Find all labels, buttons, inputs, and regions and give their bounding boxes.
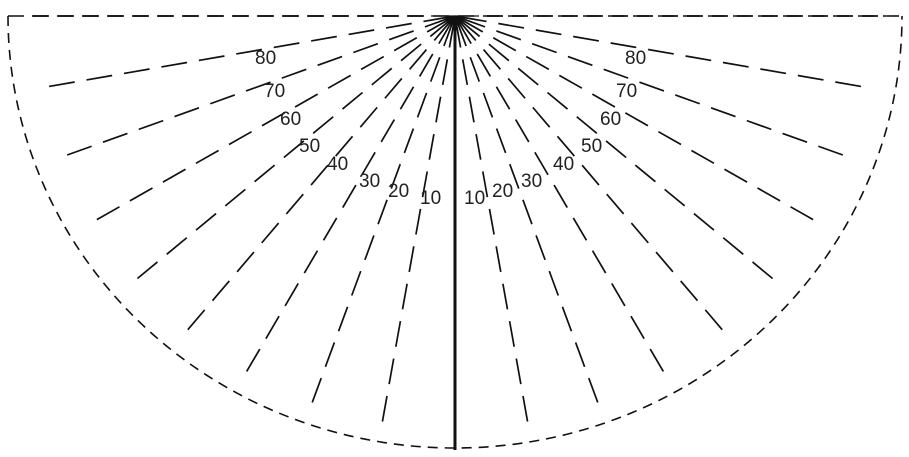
left-label-80: 80 [255, 48, 276, 69]
right-ray-10 [455, 21, 530, 428]
left-ray-60 [87, 18, 451, 226]
right-ray-80 [460, 16, 873, 90]
left-ray-30 [242, 20, 453, 379]
right-label-30: 30 [521, 171, 542, 192]
right-label-70: 70 [616, 81, 637, 102]
angle-labels: 10 20 30 40 50 60 70 80 10 20 30 40 50 6… [255, 48, 646, 209]
left-ray-10 [380, 21, 455, 428]
right-ray-30 [457, 20, 668, 379]
left-label-20: 20 [388, 181, 409, 202]
left-ray-20 [309, 21, 454, 409]
left-ray-70 [56, 17, 450, 160]
right-ray-60 [459, 18, 823, 226]
left-ray-40 [181, 20, 452, 337]
left-label-50: 50 [299, 136, 320, 157]
left-label-40: 40 [327, 154, 348, 175]
right-label-40: 40 [553, 154, 574, 175]
left-ray-80 [37, 16, 450, 90]
left-label-30: 30 [359, 171, 380, 192]
right-ray-20 [456, 21, 601, 409]
left-ray-50 [129, 19, 451, 286]
outer-arc [7, 15, 903, 449]
right-label-20: 20 [492, 181, 513, 202]
right-ray-70 [460, 17, 854, 160]
apex-mark [448, 16, 462, 24]
right-label-60: 60 [600, 109, 621, 130]
right-ray-40 [458, 20, 729, 337]
right-label-10: 10 [464, 188, 485, 209]
left-label-60: 60 [280, 109, 301, 130]
right-label-80: 80 [625, 48, 646, 69]
left-label-10: 10 [420, 188, 441, 209]
right-label-50: 50 [581, 136, 602, 157]
left-label-70: 70 [264, 81, 285, 102]
right-ray-50 [459, 19, 781, 286]
